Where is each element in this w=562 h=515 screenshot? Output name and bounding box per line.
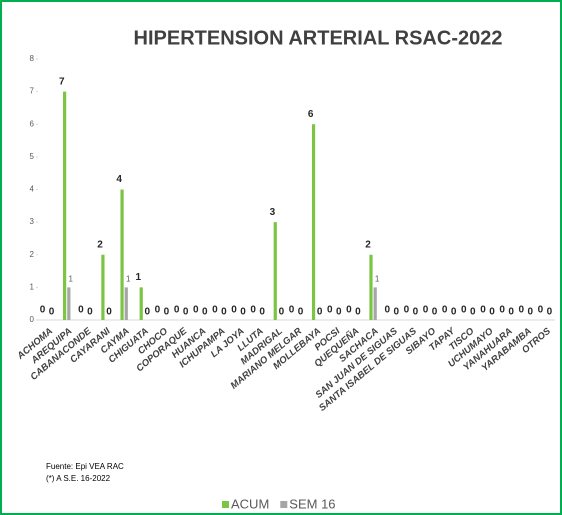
legend-label: ACUM [231, 496, 269, 511]
bar [311, 124, 316, 320]
y-tick-label: 7 [30, 87, 35, 96]
value-label: 0 [317, 307, 323, 318]
value-label: 0 [240, 307, 246, 318]
value-label: 1 [68, 274, 73, 283]
value-label: 0 [155, 305, 161, 316]
y-tick-label: 4 [30, 185, 35, 194]
value-label: 0 [298, 307, 304, 318]
value-label: 0 [193, 305, 199, 316]
value-label: 0 [289, 305, 295, 316]
value-label: 0 [404, 305, 410, 316]
value-label: 0 [508, 307, 514, 318]
value-label: 0 [423, 305, 429, 316]
bar [63, 91, 67, 320]
value-label: 0 [499, 305, 505, 316]
value-label: 0 [40, 305, 46, 316]
bar [120, 189, 124, 320]
value-label: 0 [174, 305, 180, 316]
value-label: 0 [231, 305, 237, 316]
y-tick-label: 0 [30, 315, 35, 324]
value-label: 7 [59, 76, 65, 87]
legend-swatch [280, 501, 288, 508]
value-label: 0 [470, 307, 476, 318]
y-tick-label: 1 [30, 282, 35, 291]
value-label: 0 [393, 307, 399, 318]
value-label: 0 [212, 305, 218, 316]
value-label: 0 [250, 305, 256, 316]
value-label: 0 [221, 307, 227, 318]
value-label: 3 [270, 207, 276, 218]
legend-swatch [222, 501, 229, 508]
value-label: 4 [116, 174, 122, 185]
value-label: 0 [78, 305, 84, 316]
value-label: 0 [183, 307, 189, 318]
value-label: 0 [164, 307, 170, 318]
value-label: 0 [384, 305, 390, 316]
bar [273, 222, 277, 320]
chart-title: HIPERTENSION ARTERIAL RSAC-2022 [134, 27, 503, 49]
value-label: 0 [87, 307, 93, 318]
value-label: 0 [432, 307, 438, 318]
value-label: 0 [279, 307, 285, 318]
bar [124, 287, 128, 320]
bar [67, 287, 71, 320]
value-label: 1 [375, 274, 380, 283]
value-label: 0 [451, 307, 457, 318]
bar [369, 254, 373, 320]
source-note: Fuente: Epi VEA RAC [46, 462, 124, 471]
value-label: 0 [538, 305, 544, 316]
value-label: 0 [489, 307, 495, 318]
value-label: 0 [480, 305, 486, 316]
value-label: 0 [336, 307, 342, 318]
period-note: (*) A S.E. 16-2022 [46, 474, 111, 483]
y-tick-label: 2 [30, 250, 35, 259]
value-label: 0 [49, 307, 55, 318]
value-label: 2 [365, 239, 371, 250]
y-tick-label: 6 [30, 119, 35, 128]
value-label: 0 [327, 305, 333, 316]
value-label: 0 [518, 305, 524, 316]
value-label: 0 [202, 307, 208, 318]
value-label: 1 [126, 274, 131, 283]
value-label: 0 [527, 307, 533, 318]
bar [101, 254, 105, 320]
legend-label: SEM 16 [289, 496, 335, 511]
value-label: 0 [413, 307, 419, 318]
y-tick-label: 8 [30, 54, 35, 63]
value-label: 0 [106, 307, 112, 318]
value-label: 0 [346, 305, 352, 316]
value-label: 1 [136, 272, 142, 283]
value-label: 0 [355, 307, 361, 318]
value-label: 0 [442, 305, 448, 316]
bar [373, 287, 377, 320]
bar [139, 287, 143, 320]
value-label: 0 [259, 307, 265, 318]
value-label: 0 [547, 307, 553, 318]
y-tick-label: 5 [30, 152, 35, 161]
value-label: 0 [461, 305, 467, 316]
value-label: 0 [145, 307, 151, 318]
value-label: 2 [97, 239, 103, 250]
value-label: 6 [308, 109, 314, 120]
y-tick-label: 3 [30, 217, 35, 226]
